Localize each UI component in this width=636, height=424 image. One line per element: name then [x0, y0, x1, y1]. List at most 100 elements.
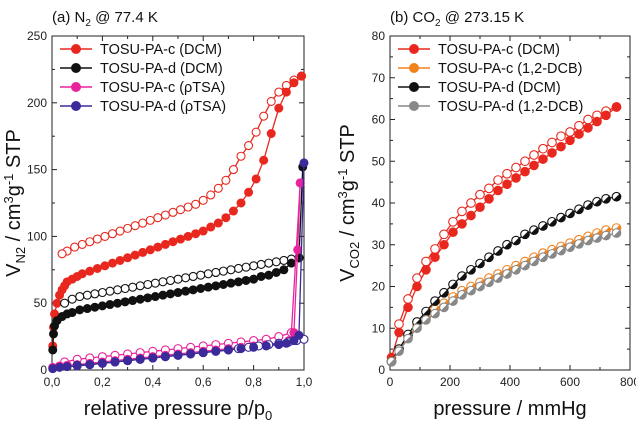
adsorption-point — [502, 239, 512, 250]
desorption-point — [565, 127, 575, 137]
adsorption-point — [556, 212, 566, 223]
adsorption-point — [100, 261, 110, 271]
adsorption-point — [90, 302, 100, 312]
adsorption-point — [286, 258, 296, 268]
adsorption-point — [198, 348, 208, 358]
panel-a-y-tick-label: 50 — [34, 296, 48, 310]
desorption-point — [421, 256, 431, 267]
adsorption-point — [233, 277, 243, 287]
panel-b-y-axis-title: VCO2 / cm3g-1 STP — [335, 124, 362, 282]
panel-a-y-tick-label: 100 — [27, 229, 47, 243]
legend-label: TOSU-PA-c (DCM) — [438, 42, 560, 58]
adsorption-point — [85, 266, 95, 276]
desorption-point — [153, 213, 163, 223]
panel-a-y-tick-label: 200 — [27, 96, 47, 110]
desorption-point — [150, 278, 160, 288]
legend-marker — [409, 63, 419, 73]
adsorption-point — [148, 353, 158, 363]
adsorption-point — [213, 218, 223, 228]
panel-a-x-tick-label: 0,8 — [245, 375, 262, 389]
adsorption-point — [403, 302, 413, 313]
desorption-point — [145, 215, 155, 225]
panel-b-x-tick-label: 800 — [620, 375, 636, 389]
legend-marker — [409, 82, 419, 92]
adsorption-point — [592, 116, 602, 127]
panel-a-x-axis-title: relative pressure p/p0 — [84, 398, 272, 423]
adsorption-point — [448, 227, 458, 238]
adsorption-point — [547, 216, 557, 227]
panel-a-y-tick-label: 250 — [27, 29, 47, 43]
adsorption-point — [281, 338, 291, 348]
adsorption-point — [165, 289, 175, 299]
adsorption-point — [138, 247, 148, 257]
legend-marker — [71, 101, 81, 111]
adsorption-point — [173, 350, 183, 360]
legend-item-tosu-pa-c-tsa: TOSU-PA-c (ρTSA) — [60, 80, 225, 96]
adsorption-point — [92, 263, 102, 273]
adsorption-point — [439, 239, 449, 250]
adsorption-point — [439, 287, 449, 298]
panel-a-legend: TOSU-PA-c (DCM) TOSU-PA-d (DCM) TOSU-PA-c … — [60, 42, 226, 115]
adsorption-point — [105, 300, 115, 310]
desorption-point — [256, 259, 266, 270]
panel-b-series-tosu-pa-c-dcm — [386, 102, 622, 363]
adsorption-point — [296, 71, 306, 81]
adsorption-point — [221, 213, 231, 223]
adsorption-point — [502, 179, 512, 190]
adsorption-point — [150, 292, 160, 302]
desorption-point — [57, 249, 67, 259]
adsorption-point — [592, 196, 602, 207]
panel-b-y-tick-label: 10 — [372, 321, 386, 335]
desorption-point — [105, 286, 115, 296]
adsorption-point — [77, 269, 87, 279]
adsorption-point — [82, 304, 92, 314]
panel-a-x-tick-label: 0,4 — [144, 375, 161, 389]
desorption-point — [271, 257, 281, 267]
desorption-point — [82, 290, 92, 300]
adsorption-point — [206, 222, 216, 232]
desorption-point — [181, 273, 191, 283]
panel-a-y-tick-label: 0 — [40, 363, 47, 377]
panel-b: (b) CO2 @ 273.15 K 0 200 400 600 800 0 10 20 30… — [335, 9, 636, 420]
adsorption-point — [181, 286, 191, 296]
legend-label: TOSU-PA-d (1,2-DCB) — [438, 99, 583, 115]
adsorption-point — [511, 173, 521, 183]
adsorption-point — [256, 271, 266, 281]
desorption-point — [165, 275, 175, 286]
desorption-point — [158, 277, 168, 287]
adsorption-point — [493, 273, 503, 284]
adsorption-point — [547, 148, 557, 158]
desorption-point — [493, 175, 503, 185]
adsorption-point — [259, 155, 269, 165]
adsorption-point — [85, 360, 95, 370]
desorption-point — [115, 226, 125, 236]
legend-label: TOSU-PA-d (ρTSA) — [100, 99, 226, 115]
adsorption-point — [211, 346, 221, 356]
adsorption-point — [279, 265, 289, 275]
desorption-point — [70, 242, 80, 252]
adsorption-point — [601, 110, 611, 121]
adsorption-point — [289, 78, 299, 88]
adsorption-point — [62, 362, 72, 372]
legend-label: TOSU-PA-d (DCM) — [438, 80, 561, 96]
desorption-point — [130, 221, 140, 231]
adsorption-point — [249, 274, 259, 284]
adsorption-point — [583, 235, 593, 246]
desorption-point — [196, 270, 206, 280]
adsorption-point — [223, 345, 233, 355]
panel-b-x-ticks: 0 200 400 600 800 — [387, 36, 636, 389]
adsorption-point — [520, 229, 530, 240]
desorption-point — [226, 265, 236, 275]
adsorption-point — [511, 264, 521, 275]
panel-a-series-tosu-pa-d-tsa — [48, 158, 309, 374]
adsorption-point — [186, 349, 196, 359]
panel-b-y-tick-label: 50 — [372, 154, 386, 168]
desorption-point — [556, 131, 566, 142]
adsorption-point — [556, 245, 566, 256]
adsorption-point — [135, 294, 145, 304]
adsorption-point — [249, 342, 259, 352]
adsorption-point — [394, 327, 404, 338]
panel-a-series-tosu-pa-d-dcm — [48, 162, 308, 355]
desorption-point — [236, 151, 246, 161]
